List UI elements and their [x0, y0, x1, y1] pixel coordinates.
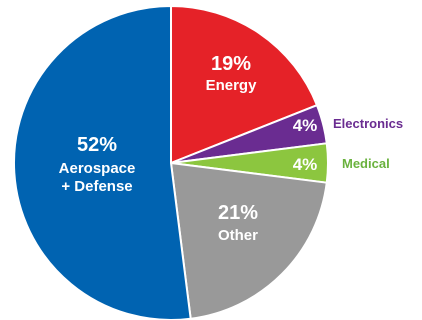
slice-percent-aerospace-defense: 52% — [77, 134, 117, 156]
pie-labels: 19% Energy 4% Electronics 4% Medical 21% Other 5… — [59, 53, 403, 244]
pie-slice-aerospace-defense — [12, 5, 192, 320]
pie-slice-energy — [170, 5, 318, 164]
slice-label-aerospace-defense-line-1: Aerospace — [59, 160, 136, 177]
slice-percent-medical: 4% — [293, 155, 318, 174]
slice-label-energy: Energy — [206, 77, 258, 94]
slice-percent-electronics: 4% — [293, 116, 318, 135]
pie-slice-other — [170, 162, 328, 320]
slice-label-medical: Medical — [342, 156, 390, 171]
pie-slices — [12, 5, 329, 320]
slice-label-electronics: Electronics — [333, 116, 403, 131]
slice-label-aerospace-defense-line-2: + Defense — [61, 178, 132, 195]
slice-percent-other: 21% — [218, 202, 258, 224]
slice-percent-energy: 19% — [211, 53, 251, 75]
slice-label-other: Other — [218, 227, 258, 244]
